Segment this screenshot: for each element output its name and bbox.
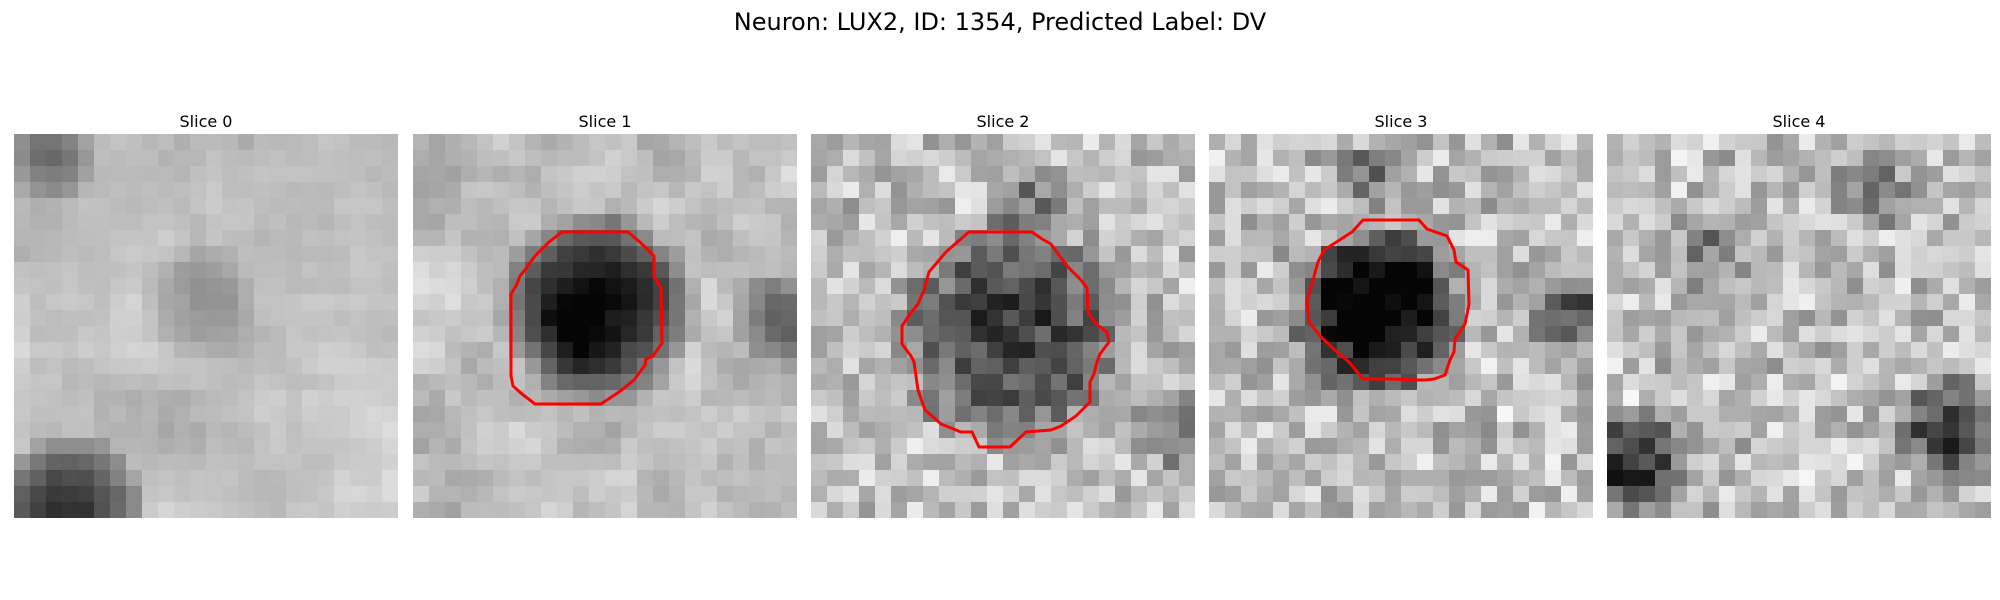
slice-panel-0: Slice 0 — [14, 110, 398, 518]
slice-title-3: Slice 3 — [1374, 112, 1428, 131]
roi-outline-3 — [1305, 218, 1471, 382]
roi-contour-3 — [1305, 218, 1471, 382]
slice-panel-1: Slice 1 — [413, 110, 797, 518]
slice-panel-2: Slice 2 — [811, 110, 1195, 518]
slice-title-4: Slice 4 — [1772, 112, 1826, 131]
slice-title-0: Slice 0 — [179, 112, 233, 131]
roi-contour-1 — [509, 230, 664, 406]
slice-panel-4: Slice 4 — [1607, 110, 1991, 518]
figure-title: Neuron: LUX2, ID: 1354, Predicted Label:… — [733, 8, 1267, 36]
roi-outline-1 — [509, 230, 664, 406]
slice-panel-3: Slice 3 — [1209, 110, 1593, 518]
slice-image-1 — [413, 134, 797, 518]
slice-image-4 — [1607, 134, 1991, 518]
slice-image-2 — [811, 134, 1195, 518]
slice-image-3 — [1209, 134, 1593, 518]
roi-contour-2 — [900, 230, 1111, 449]
roi-outline-2 — [900, 230, 1111, 449]
slice-image-0 — [14, 134, 398, 518]
slice-title-1: Slice 1 — [578, 112, 632, 131]
slice-title-2: Slice 2 — [976, 112, 1030, 131]
